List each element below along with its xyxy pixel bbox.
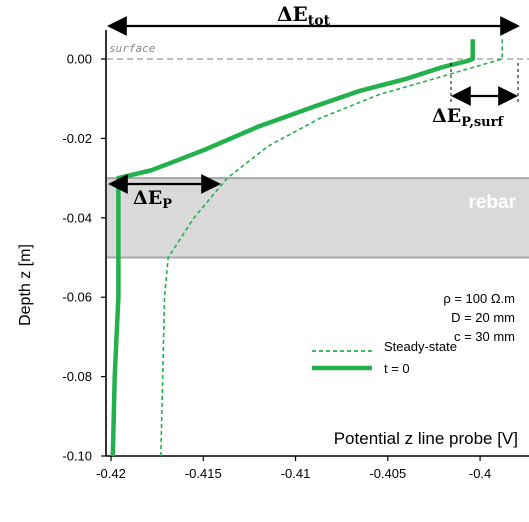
x-tick-label: -0.4 (469, 466, 491, 481)
delta-e-psurf-label: ΔEP,surf (432, 105, 504, 130)
x-tick-label: -0.41 (281, 466, 311, 481)
delta-e-p-label: ΔEP (133, 187, 172, 212)
param-diameter: D = 20 mm (451, 310, 515, 325)
rebar-label: rebar (468, 192, 516, 213)
y-tick-label: -0.04 (62, 210, 92, 225)
x-tick-label: -0.415 (185, 466, 222, 481)
y-tick-label: -0.10 (62, 449, 92, 464)
legend-label-t0: t = 0 (384, 361, 410, 376)
surface-label: surface (109, 42, 156, 55)
legend-label-steady-state: Steady-state (384, 339, 457, 354)
param-cover: c = 30 mm (454, 329, 515, 344)
delta-e-tot-label: ΔEtot (277, 2, 331, 29)
y-tick-label: -0.02 (62, 131, 92, 146)
x-tick-label: -0.405 (369, 466, 406, 481)
x-tick-label: -0.42 (96, 466, 126, 481)
legend: Steady-state t = 0 (312, 339, 457, 376)
param-resistivity: ρ = 100 Ω.m (443, 291, 515, 306)
y-tick-label: -0.06 (62, 290, 92, 305)
y-tick-label: 0.00 (67, 52, 92, 67)
y-tick-label: -0.08 (62, 369, 92, 384)
axis-ticks: -0.42 -0.415 -0.41 -0.405 -0.4 0.00 -0.02 -0.04… (62, 52, 491, 482)
rebar-zone (107, 178, 529, 258)
x-axis-title: Potential z line probe [V] (334, 429, 518, 448)
y-axis-title: Depth z [m] (17, 244, 34, 326)
